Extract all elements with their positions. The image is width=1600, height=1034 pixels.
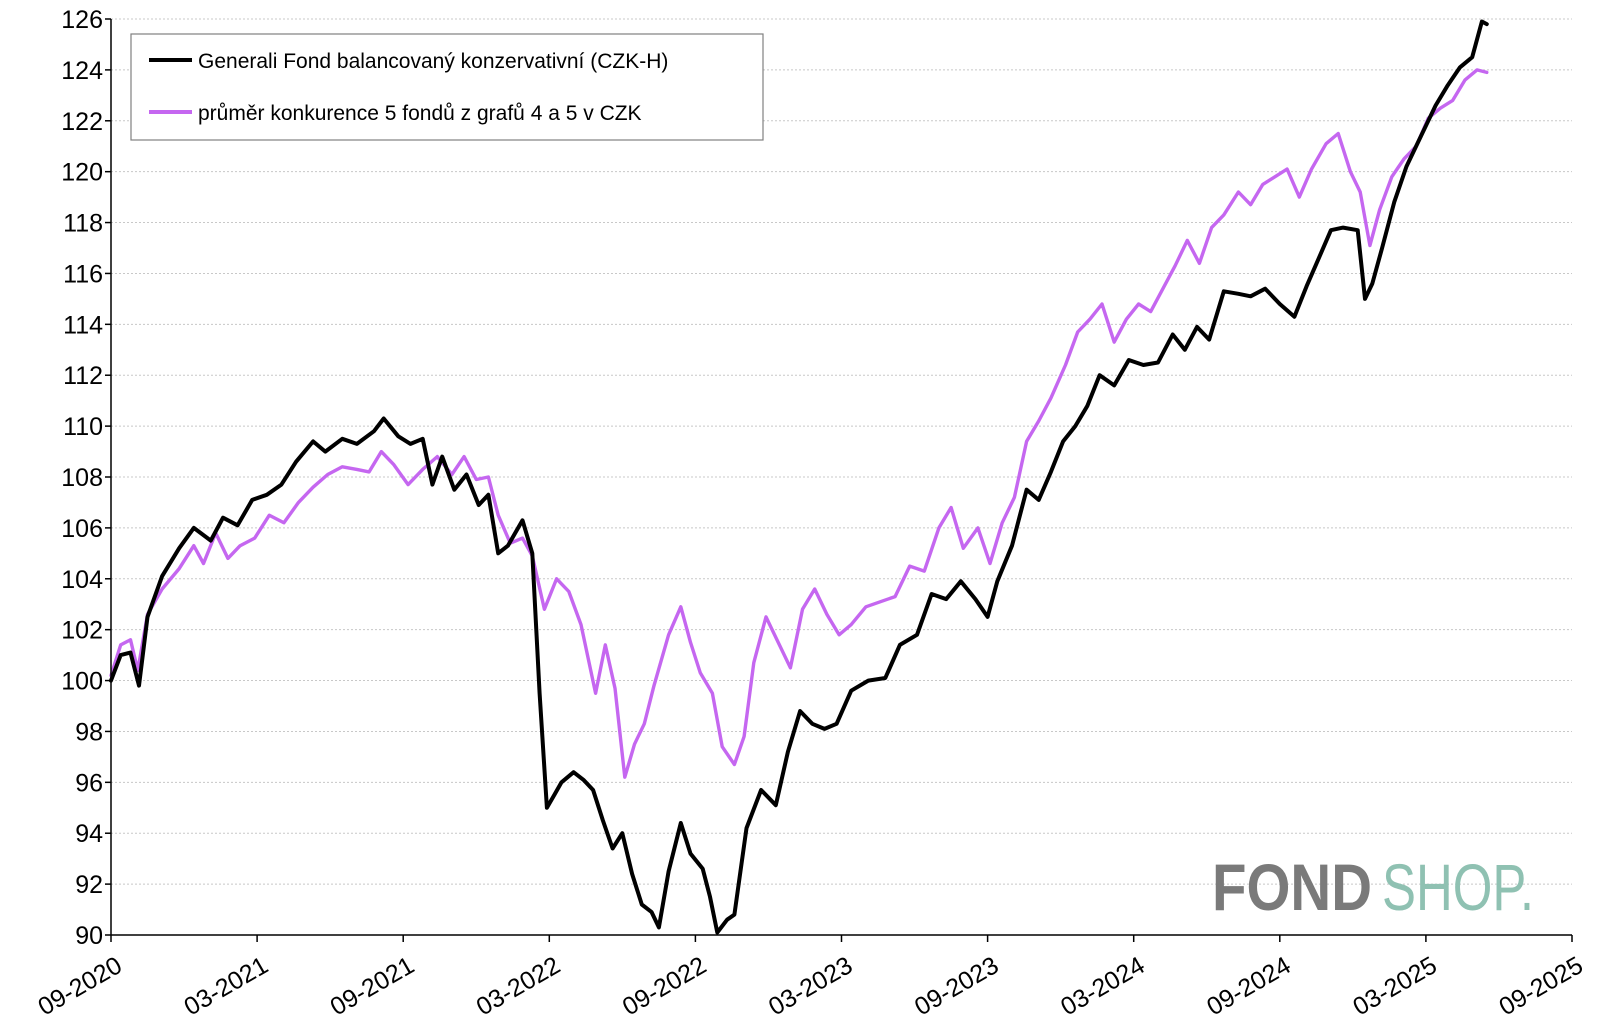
x-tick-label: 03-2022 [472, 951, 565, 1021]
x-tick-label: 03-2021 [179, 951, 272, 1021]
y-tick-label: 112 [63, 362, 103, 390]
x-tick-label: 09-2023 [910, 951, 1003, 1021]
y-tick-label: 90 [75, 922, 103, 950]
x-tick-label: 03-2023 [764, 951, 857, 1021]
y-tick-label: 102 [61, 617, 103, 645]
fondshop-logo: FOND SHOP. [1212, 850, 1534, 924]
logo-fond: FOND [1212, 850, 1372, 924]
y-tick-label: 118 [63, 210, 103, 238]
y-tick-label: 114 [63, 311, 103, 339]
y-tick-label: 96 [75, 769, 103, 797]
axes [110, 19, 1572, 936]
x-tick-label: 09-2022 [618, 951, 711, 1021]
y-tick-label: 104 [61, 566, 103, 594]
series-line-generali [109, 19, 1489, 935]
y-tick-label: 100 [61, 668, 103, 696]
y-tick-label: 106 [61, 515, 103, 543]
gridlines [111, 18, 1572, 885]
y-tick-label: 122 [61, 108, 103, 136]
legend: Generali Fond balancovaný konzervativní … [130, 33, 764, 141]
x-axis-ticks: 09-2020 03-2021 09-2021 03-2022 09-2022 03-20… [33, 935, 1588, 1021]
y-tick-label: 124 [61, 57, 103, 85]
y-tick-label: 98 [75, 718, 103, 746]
y-tick-label: 116 [63, 260, 103, 288]
x-tick-label: 09-2025 [1494, 951, 1587, 1021]
legend-label-generali: Generali Fond balancovaný konzervativní … [198, 50, 668, 73]
y-axis-ticks: 90 92 94 96 98 100 102 104 106 108 110 112 114 116 118… [61, 6, 111, 950]
x-tick-label: 09-2021 [326, 951, 419, 1021]
logo-shop: SHOP. [1382, 850, 1534, 924]
x-tick-label: 03-2025 [1348, 951, 1441, 1021]
y-tick-label: 126 [61, 6, 103, 34]
legend-label-konkurence: průměr konkurence 5 fondů z grafů 4 a 5 … [198, 102, 642, 125]
x-tick-label: 09-2020 [33, 951, 126, 1021]
series-lines [109, 19, 1489, 935]
y-tick-label: 110 [63, 413, 103, 441]
series-line-konkurence [109, 68, 1489, 779]
y-tick-label: 108 [61, 464, 103, 492]
y-tick-label: 92 [75, 871, 103, 899]
legend-box [130, 33, 764, 141]
x-tick-label: 09-2024 [1202, 951, 1296, 1021]
y-tick-label: 94 [75, 820, 103, 848]
y-tick-label: 120 [61, 159, 103, 187]
x-tick-label: 03-2024 [1056, 951, 1150, 1021]
